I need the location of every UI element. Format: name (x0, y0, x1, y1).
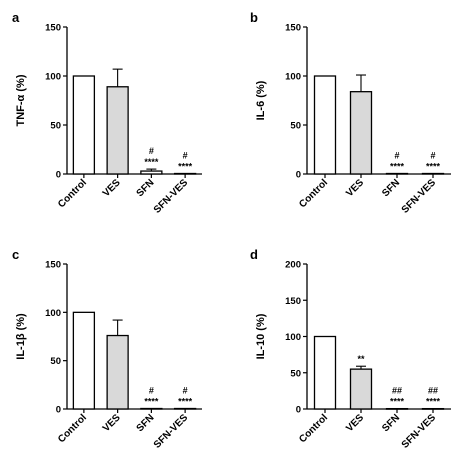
bar-ves (349, 368, 373, 410)
chart-panel-d: d IL-10 (%) 0 50 100 150 200 Control VES ** SFN ***… (250, 247, 451, 451)
x-tick-label: Control (297, 177, 330, 210)
x-tick-label: SFN (135, 177, 157, 199)
bar-ves (106, 86, 129, 175)
bar-control (72, 311, 96, 410)
x-tick-label: SFN-VES (400, 412, 439, 451)
y-tick-label: 50 (290, 368, 301, 379)
y-tick-label: 0 (296, 170, 301, 181)
y-tick-label: 0 (56, 170, 61, 181)
significance-label: # (183, 386, 188, 396)
panel-letter: d (250, 247, 258, 262)
x-tick-label: SFN-VES (400, 177, 439, 216)
y-tick-label: 200 (285, 260, 301, 271)
x-tick-label: SFN-VES (152, 177, 191, 216)
x-tick-label: VES (344, 177, 366, 199)
x-tick-label: Control (56, 412, 89, 445)
significance-label: ** (357, 354, 365, 364)
bar-sfn-ves (421, 172, 445, 175)
y-tick-label: 50 (50, 121, 61, 132)
significance-label: ## (428, 386, 438, 396)
x-tick-label: VES (101, 177, 123, 199)
bar-sfn (140, 170, 163, 175)
x-tick-label: SFN (380, 177, 402, 199)
y-tick-label: 0 (296, 405, 301, 416)
y-tick-label: 50 (290, 121, 301, 132)
significance-label: **** (144, 157, 159, 167)
y-tick-label: 50 (50, 356, 61, 367)
significance-label: **** (390, 162, 405, 172)
y-tick-label: 100 (45, 72, 61, 83)
y-axis-title: IL-1β (%) (15, 313, 27, 360)
x-tick-label: Control (56, 177, 89, 210)
y-tick-label: 150 (285, 296, 301, 307)
y-axis-title: IL-6 (%) (255, 80, 267, 120)
significance-label: **** (426, 162, 441, 172)
significance-label: **** (178, 397, 193, 407)
significance-label: **** (426, 397, 441, 407)
y-tick-label: 150 (285, 23, 301, 34)
x-tick-label: SFN (135, 412, 157, 434)
y-tick-label: 100 (45, 308, 61, 319)
bar-sfn (140, 407, 163, 410)
significance-label: # (394, 151, 399, 161)
y-tick-label: 150 (45, 260, 61, 271)
bar-sfn-ves (173, 172, 197, 175)
panel-letter: c (12, 247, 19, 262)
y-tick-label: 100 (285, 72, 301, 83)
y-tick-label: 100 (285, 332, 301, 343)
significance-label: # (149, 386, 154, 396)
bar-control (313, 75, 337, 175)
x-tick-label: SFN-VES (152, 412, 191, 451)
x-tick-label: SFN (380, 412, 402, 434)
significance-label: **** (144, 397, 159, 407)
bar-ves (349, 91, 373, 175)
bar-control (72, 75, 96, 175)
x-tick-label: VES (344, 412, 366, 434)
x-tick-label: VES (101, 412, 123, 434)
panel-letter: a (12, 10, 20, 25)
panel-letter: b (250, 10, 258, 25)
bar-sfn (385, 172, 409, 175)
x-tick-label: Control (297, 412, 330, 445)
y-tick-label: 0 (56, 405, 61, 416)
bar-sfn-ves (173, 407, 197, 410)
significance-label: **** (390, 397, 405, 407)
bar-control (313, 335, 337, 410)
significance-label: ## (392, 386, 402, 396)
y-tick-label: 150 (45, 23, 61, 34)
bar-ves (106, 334, 129, 410)
significance-label: # (149, 146, 154, 156)
significance-label: # (430, 151, 435, 161)
significance-label: # (183, 151, 188, 161)
y-axis-title: IL-10 (%) (255, 313, 267, 359)
y-axis-title: TNF-α (%) (15, 74, 27, 126)
significance-label: **** (178, 162, 193, 172)
